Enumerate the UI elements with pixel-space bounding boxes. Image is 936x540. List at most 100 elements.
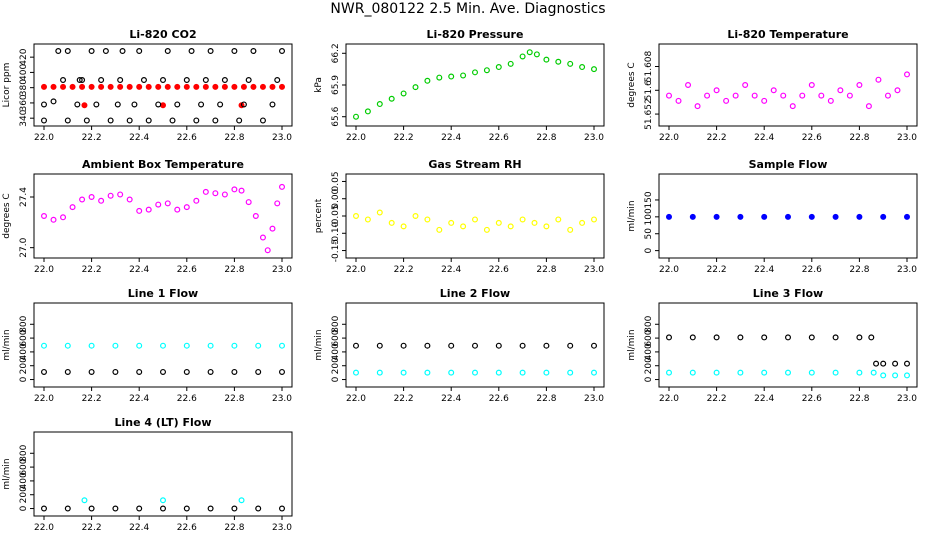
data-point	[64, 48, 71, 55]
data-point	[193, 83, 200, 90]
data-point	[892, 372, 899, 379]
series-line-2-low	[353, 369, 597, 376]
y-tick-label: 66.2	[331, 43, 341, 63]
y-tick-label: 65.6	[331, 106, 341, 126]
x-tick-label: 22.0	[659, 394, 679, 404]
data-point	[202, 188, 209, 195]
data-point	[472, 369, 479, 376]
x-tick-label: 22.2	[707, 133, 727, 143]
data-point	[40, 368, 47, 375]
x-tick-label: 22.2	[82, 394, 102, 404]
x-tick-label: 22.8	[849, 133, 869, 143]
data-point	[472, 69, 479, 76]
data-point	[252, 213, 259, 220]
data-point	[424, 369, 431, 376]
data-point	[198, 101, 205, 108]
x-tick-label: 23.0	[897, 394, 917, 404]
data-point	[269, 225, 276, 232]
panel-6: Sample Flow ml/min 22.0 22.2 22.4 22.6 22.8 23.…	[627, 158, 918, 275]
data-point	[174, 101, 181, 108]
data-point	[723, 97, 730, 104]
y-tick-label: 380	[19, 79, 29, 96]
data-point	[865, 103, 872, 110]
data-point	[665, 369, 672, 376]
data-point	[164, 83, 171, 90]
data-point	[40, 117, 47, 124]
y-tick-label: -0.10	[331, 221, 341, 245]
x-tick-label: 23.0	[584, 394, 604, 404]
panel-title: Line 2 Flow	[440, 287, 510, 300]
y-tick-label: 51.608	[644, 50, 654, 82]
data-point	[279, 83, 286, 90]
data-point	[274, 77, 281, 84]
data-point	[279, 48, 286, 55]
figure-title: NWR_080122 2.5 Min. Ave. Diagnostics	[330, 1, 606, 17]
plot-frame	[33, 302, 293, 388]
data-point	[507, 60, 514, 67]
data-point	[155, 101, 162, 108]
y-axis-label: ml/min	[2, 458, 12, 489]
plot-frame	[658, 173, 918, 259]
y-tick-label: 200	[331, 357, 341, 374]
y-axis-label: degrees C	[627, 62, 637, 107]
data-point	[136, 505, 143, 512]
x-tick-label: 22.6	[802, 133, 822, 143]
data-point	[519, 216, 526, 223]
x-tick-label: 23.0	[272, 523, 292, 533]
x-tick-label: 22.6	[177, 523, 197, 533]
x-tick-label: 22.8	[224, 133, 244, 143]
x-tick-label: 22.2	[82, 523, 102, 533]
y-tick-label: 27.4	[19, 187, 29, 207]
panel-title: Line 1 Flow	[128, 287, 198, 300]
data-point	[81, 497, 88, 504]
data-point	[114, 101, 121, 108]
data-point	[567, 369, 574, 376]
data-point	[818, 92, 825, 99]
x-tick-label: 22.4	[441, 133, 461, 143]
data-point	[140, 77, 147, 84]
data-point	[245, 199, 252, 206]
data-point	[202, 77, 209, 84]
y-tick-label: 420	[19, 48, 29, 65]
y-tick-label: 400	[331, 343, 341, 360]
data-point	[60, 214, 67, 221]
data-point	[269, 83, 276, 90]
data-point	[217, 101, 224, 108]
y-tick-label: 0.05	[331, 171, 341, 191]
x-tick-label: 22.6	[489, 133, 509, 143]
data-point	[543, 369, 550, 376]
data-point	[665, 92, 672, 99]
data-point	[495, 64, 502, 71]
data-point	[183, 368, 190, 375]
data-point	[472, 216, 479, 223]
x-tick-label: 22.2	[707, 394, 727, 404]
data-point	[827, 97, 834, 104]
data-point	[117, 191, 124, 198]
data-point	[98, 77, 105, 84]
data-point	[183, 77, 190, 84]
data-point	[903, 71, 910, 78]
data-point	[69, 83, 76, 90]
data-point	[770, 87, 777, 94]
data-point	[279, 368, 286, 375]
data-point	[533, 51, 540, 58]
data-point	[892, 360, 899, 367]
data-point	[526, 49, 533, 56]
data-point	[737, 334, 744, 341]
series-line-3-low	[665, 369, 910, 379]
y-axis-label: ml/min	[627, 200, 637, 231]
data-point	[240, 101, 247, 108]
data-point	[894, 87, 901, 94]
data-point	[388, 219, 395, 226]
data-point	[259, 83, 266, 90]
data-point	[221, 83, 228, 90]
panel-title: Gas Stream RH	[428, 158, 521, 171]
x-tick-label: 23.0	[272, 133, 292, 143]
data-point	[126, 117, 133, 124]
data-point	[495, 219, 502, 226]
data-point	[64, 505, 71, 512]
data-point	[761, 334, 768, 341]
data-point	[88, 342, 95, 349]
data-point	[81, 102, 88, 109]
x-tick-label: 22.2	[707, 265, 727, 275]
